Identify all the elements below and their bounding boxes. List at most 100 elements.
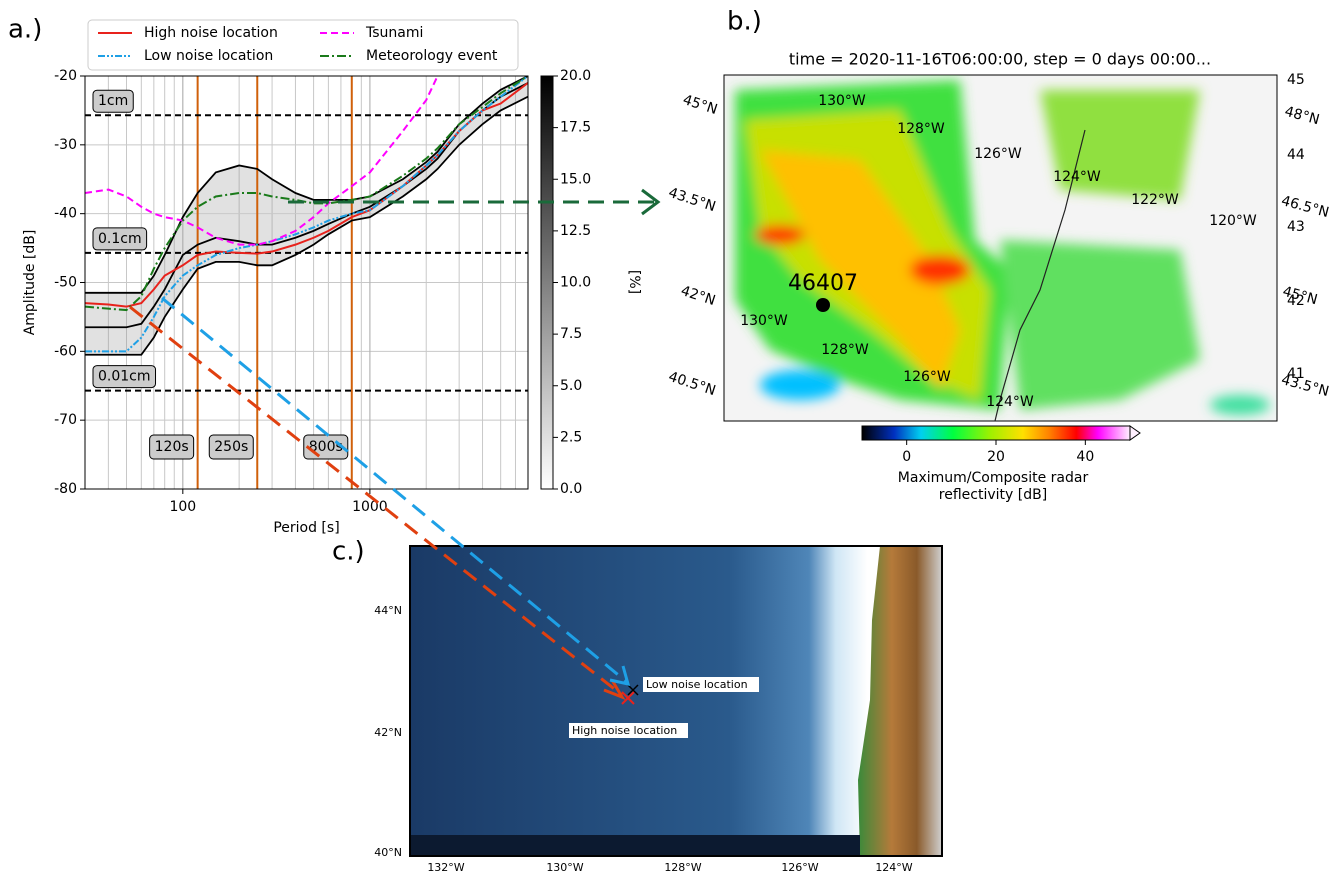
low-marker: [627, 684, 639, 696]
panel-a: a.) -80 -70 -60 -50 -40 -30 -20 100 1000 Period [s…: [8, 15, 642, 537]
panel-label: a.): [8, 15, 42, 45]
grid-label: 48°N: [1283, 104, 1321, 129]
label-box: [92, 365, 157, 389]
grid-label: 130°W: [818, 93, 866, 109]
x-tick-label: 100: [169, 499, 196, 515]
y-tick-label: -40: [54, 206, 77, 222]
grid-label: 43.5°N: [666, 185, 717, 215]
high-marker: [621, 691, 635, 705]
legend-box: [87, 19, 519, 71]
lon-label: 126°W: [781, 861, 818, 874]
label-box: [149, 434, 195, 460]
y-tick-label: -50: [54, 275, 77, 291]
colorbar-tick-label: 10.0: [560, 275, 591, 291]
label-box: [643, 677, 759, 692]
panel-c: c.) Low noise location High noise location…: [332, 537, 943, 874]
series-line: [85, 76, 528, 353]
colorbar-tick-label: 15.0: [560, 171, 591, 187]
legend-label: Meteorology event: [366, 48, 498, 64]
density-band: [85, 76, 528, 355]
grid-label: 45°N: [681, 92, 720, 118]
colorbar-label: reflectivity [dB]: [939, 487, 1047, 503]
map-frame: [409, 545, 943, 857]
y-axis-label: Amplitude [dB]: [22, 230, 38, 336]
lat-label: 42°N: [374, 726, 402, 739]
series-line: [85, 76, 528, 294]
grid-label: 46.5°N: [1279, 193, 1330, 221]
lon-label: 132°W: [427, 861, 464, 874]
arrow-low: [161, 296, 629, 685]
x-tick-label: 1000: [352, 499, 388, 515]
location-label: Low noise location: [646, 678, 748, 691]
series-line: [85, 76, 528, 312]
colorbar-tick-label: 0: [902, 449, 911, 465]
radar-field: [735, 80, 1270, 415]
panel-b: b.) time = 2020-11-16T06:00:00, step = 0 …: [666, 7, 1330, 504]
y-tick-label: -70: [54, 412, 77, 428]
series-line: [85, 82, 528, 329]
grid-label: 126°W: [974, 146, 1022, 162]
plot-frame: [84, 75, 529, 490]
legend-label: High noise location: [144, 25, 278, 41]
lat-label: 40°N: [374, 846, 402, 859]
grid-label: 42: [1287, 293, 1305, 309]
grid-label: 43: [1287, 219, 1305, 235]
arrow-head: [609, 665, 631, 687]
grid-label: 41: [1287, 366, 1305, 382]
connector-arrows: [129, 188, 661, 700]
label-box: [92, 227, 148, 251]
grid-label: 43.5°N: [1279, 372, 1330, 400]
land: [858, 546, 942, 856]
colorbar-tick-label: 5.0: [560, 378, 582, 394]
grid-label: 130°W: [740, 313, 788, 329]
grid-label: 42°N: [679, 283, 718, 309]
amplitude-label: 0.01cm: [98, 369, 151, 385]
colorbar-tick-label: 20: [987, 449, 1005, 465]
bathymetry: [410, 546, 942, 856]
legend-label: Low noise location: [144, 48, 273, 64]
label-box: [92, 89, 134, 113]
grid-label: 44: [1287, 147, 1305, 163]
y-tick-label: -30: [54, 137, 77, 153]
lines: [85, 76, 528, 356]
colorbar-tick-label: 2.5: [560, 429, 582, 445]
lat-label: 44°N: [374, 604, 402, 617]
grid-label: 124°W: [986, 394, 1034, 410]
grid-label: 128°W: [897, 121, 945, 137]
station-marker: [816, 298, 830, 312]
grid-label: 128°W: [821, 342, 869, 358]
coastline: [994, 129, 1086, 422]
colorbar-tick-label: 0.0: [560, 481, 582, 497]
arrow-head: [641, 188, 661, 216]
y-tick-label: -60: [54, 343, 77, 359]
deep-strip: [410, 835, 860, 856]
map-title: time = 2020-11-16T06:00:00, step = 0 day…: [789, 50, 1211, 69]
grid-label: 124°W: [1053, 169, 1101, 185]
period-label: 250s: [214, 439, 248, 455]
colorbar: [861, 425, 1131, 441]
panel-label: b.): [727, 7, 762, 37]
grid-label: 126°W: [903, 369, 951, 385]
colorbar-tick-label: 20.0: [560, 68, 591, 84]
colorbar-tick-label: 40: [1076, 449, 1094, 465]
y-tick-label: -80: [54, 481, 77, 497]
panel-label: c.): [332, 537, 365, 567]
grid-label: 122°W: [1131, 192, 1179, 208]
amplitude-label: 1cm: [98, 93, 128, 109]
arrow-high: [129, 305, 623, 697]
station-label: 46407: [788, 271, 858, 296]
location-label: High noise location: [572, 724, 677, 737]
grid-label: 45: [1287, 72, 1305, 88]
y-tick-label: -20: [54, 68, 77, 84]
arrow-head: [603, 679, 626, 700]
period-label: 800s: [309, 439, 343, 455]
label-box: [208, 434, 254, 460]
series-line: [85, 95, 528, 356]
period-label: 120s: [155, 439, 189, 455]
lon-label: 124°W: [875, 861, 912, 874]
colorbar-tick-label: 17.5: [560, 120, 591, 136]
x-axis-label: Period [s]: [273, 520, 339, 536]
label-box: [569, 723, 688, 738]
lon-label: 130°W: [546, 861, 583, 874]
